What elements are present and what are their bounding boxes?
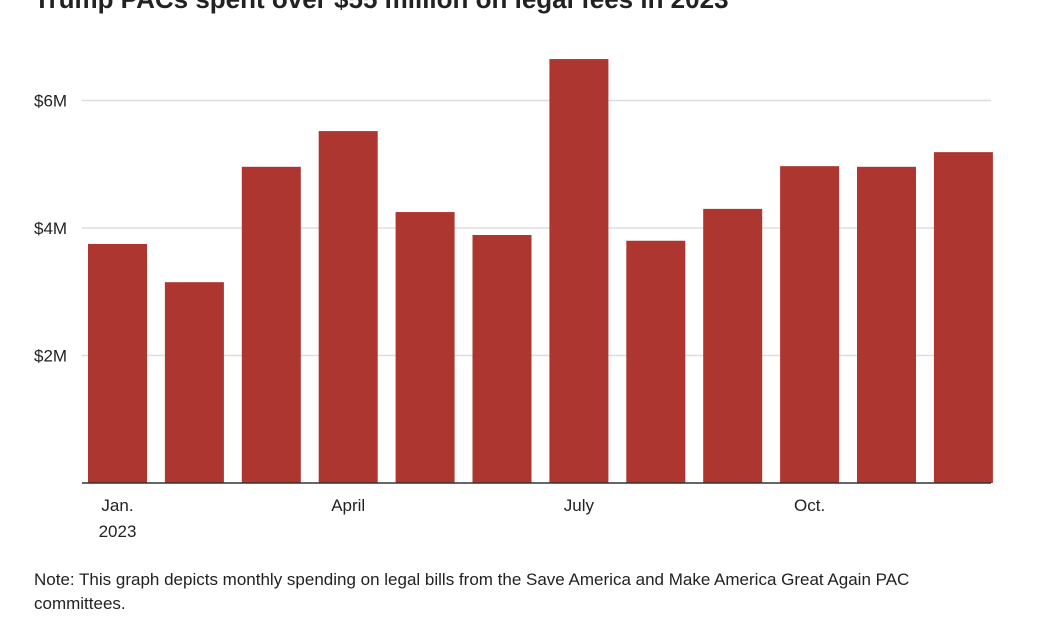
bar-nov- [857,166,916,484]
bar-jan-2023 [88,243,147,483]
bars [88,59,993,484]
x-tick-label: Oct. [794,496,825,515]
bar-oct- [780,166,840,483]
x-tick-label: April [331,496,365,515]
y-tick-label: $2M [34,347,67,366]
bar-june [472,235,532,483]
x-tick-label: July [564,496,595,515]
x-tick-label: 2023 [99,522,137,541]
bar-sept- [703,208,763,483]
bar-feb- [164,282,224,483]
bar-may [395,212,455,483]
y-tick-label: $6M [34,92,67,111]
x-tick-labels: Jan. 2023 April July Oct. [99,496,826,541]
x-tick-label: Jan. [101,496,133,515]
chart-note: Note: This graph depicts monthly spendin… [34,570,910,613]
y-tick-label: $4M [34,219,67,238]
chart-title: Trump PACs spent over $55 million on leg… [34,0,729,15]
gridlines: $2M $4M $6M [34,92,991,366]
bar-dec- [933,152,993,483]
bar-aug- [626,240,686,483]
bar-march [241,166,301,484]
bar-july [549,59,609,483]
bar-chart: $2M $4M $6M Jan. 2023 April July Oct. [34,59,993,541]
bar-april [318,131,378,483]
